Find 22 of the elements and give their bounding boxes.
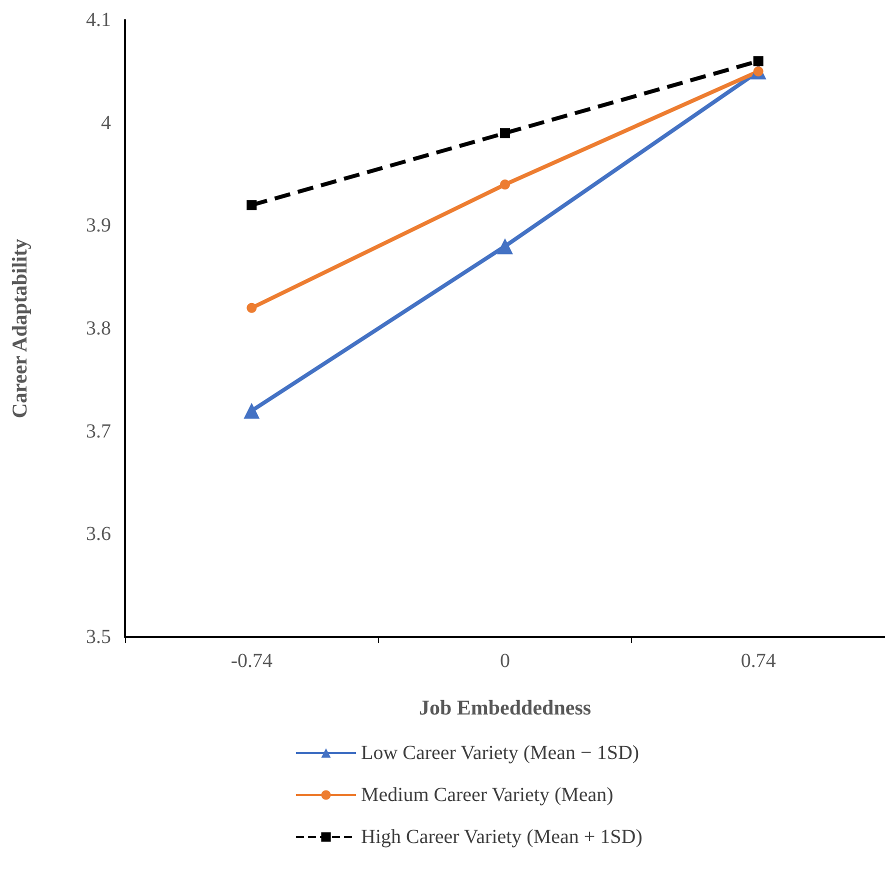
legend-label: High Career Variety (Mean + 1SD): [361, 826, 642, 848]
y-tick-label: 4: [101, 112, 111, 134]
point: [244, 402, 260, 419]
point: [753, 56, 764, 66]
point: [246, 200, 257, 210]
y-tick-label: 4.1: [86, 9, 111, 31]
y-tick-label: 3.9: [86, 214, 111, 237]
y-axis-title: Career Adaptability: [8, 238, 32, 418]
y-tick-label: 3.8: [86, 318, 111, 340]
x-tick-label: 0.74: [740, 650, 776, 672]
x-axis-title: Job Embeddedness: [418, 696, 592, 720]
y-tick-label: 3.7: [86, 420, 111, 442]
point: [497, 238, 513, 254]
x-tick-label: 0: [500, 650, 510, 672]
point: [500, 180, 510, 190]
x-tick-label: -0.74: [230, 650, 273, 672]
y-tick-label: 3.6: [86, 523, 111, 546]
point: [500, 128, 510, 138]
point: [246, 302, 257, 313]
y-tick-label: 3.5: [86, 626, 111, 648]
legend-label: Low Career Variety (Mean − 1SD): [361, 742, 640, 764]
legend-label: Medium Career Variety (Mean): [361, 784, 614, 806]
